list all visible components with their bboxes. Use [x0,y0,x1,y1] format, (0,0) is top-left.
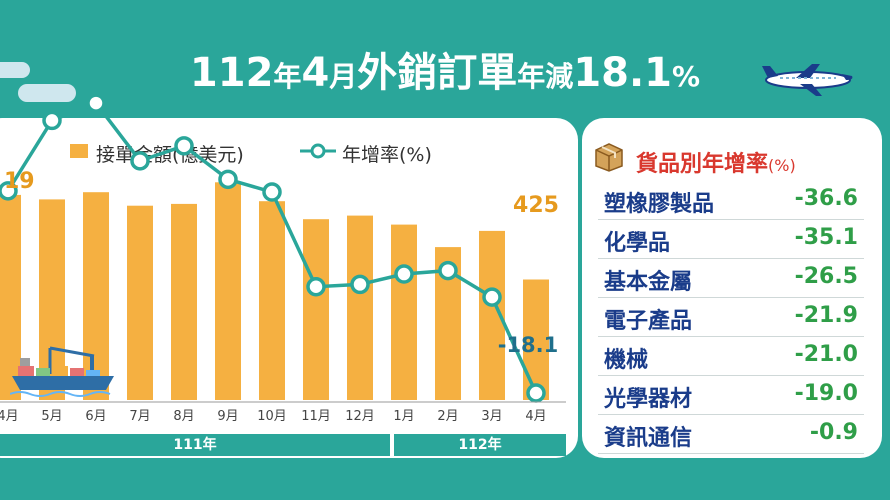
category-row: 塑橡膠製品 -36.6 [598,182,864,220]
combo-chart: 4月 5月 6月 7月 8月 9月 10月 11月 12月 1月 2月 3月 4月 19 425 -18.1 [0,93,566,424]
category-name: 資訊通信 [604,426,693,451]
growth-point [174,136,194,156]
bar [215,182,241,400]
year-band-111: 111年 [0,434,390,456]
legend-line-swatch [300,143,336,159]
x-tick-label: 6月 [85,409,106,424]
bar [0,194,21,400]
title-value: 18.1 [573,50,673,96]
x-tick-label: 3月 [481,409,502,424]
category-growth-value: -26.5 [794,264,858,289]
category-row: 化學品 -35.1 [598,221,864,259]
growth-point [218,169,238,190]
title-year-char: 年 [273,60,302,93]
line-data-label-last: -18.1 [498,333,559,357]
airplane-icon [762,64,853,96]
x-tick-label: 2月 [437,409,458,424]
category-panel-title-text: 貨品別年增率 [636,152,769,177]
category-growth-value: -21.9 [794,303,858,328]
bar [347,215,373,400]
x-tick-label: 4月 [525,409,546,424]
x-tick-label: 9月 [217,409,238,424]
category-panel-title: 貨品別年增率(%) [636,146,796,178]
category-name: 化學品 [604,231,671,256]
legend-line-label: 年增率(%) [342,144,432,166]
category-name: 機械 [604,348,649,373]
title-month-number: 4 [301,50,330,96]
growth-point [0,181,18,201]
growth-point [526,383,546,403]
bar-data-label-last: 425 [513,193,559,218]
growth-point [130,151,150,171]
bar [523,279,549,400]
title-month-char: 月 [329,60,358,93]
bar [83,192,109,400]
bar [259,201,285,400]
category-row: 機械 -21.0 [598,338,864,376]
x-tick-label: 12月 [345,409,375,424]
category-row: 資訊通信 -0.9 [598,416,864,454]
growth-point [262,182,282,202]
category-row: 光學器材 -19.0 [598,377,864,415]
category-growth-value: -21.0 [794,342,858,367]
category-name: 基本金屬 [604,270,693,295]
category-growth-value: -19.0 [794,381,858,406]
x-tick-label: 4月 [0,409,19,424]
growth-point [306,276,326,297]
category-growth-value: -36.6 [794,186,858,211]
category-name: 光學器材 [604,387,693,412]
x-tick-label: 8月 [173,409,194,424]
growth-point [482,287,502,307]
category-growth-value: -0.9 [809,420,858,445]
year-band-112: 112年 [394,434,566,456]
cloud-decoration [0,62,30,78]
category-panel-unit: (%) [768,156,796,175]
category-row: 基本金屬 -26.5 [598,260,864,298]
category-name: 塑橡膠製品 [604,192,715,217]
bar [171,203,197,400]
bar-data-label-first: 19 [4,169,35,194]
page-title: 112年4月外銷訂單年減18.1% [0,40,890,98]
growth-point [86,93,106,113]
x-tick-label: 10月 [257,409,287,424]
x-tick-label: 5月 [41,409,62,424]
title-yoy: 年減 [517,60,574,93]
growth-point [42,110,62,131]
package-box-icon [595,143,623,172]
x-tick-label: 11月 [301,409,331,424]
title-pct: % [672,60,701,93]
category-row: 電子產品 -21.9 [598,299,864,337]
growth-point [394,264,414,284]
category-growth-value: -35.1 [794,225,858,250]
title-main: 外銷訂單 [357,50,518,96]
growth-point [350,274,370,295]
x-tick-label: 1月 [393,409,414,424]
bar [127,205,153,400]
category-name: 電子產品 [604,309,693,334]
growth-point [438,260,458,281]
bar [303,219,329,400]
legend-bar-swatch [70,144,88,158]
cargo-ship-icon [10,346,114,397]
title-year-number: 112 [189,50,274,96]
x-tick-label: 7月 [129,409,150,424]
category-panel [582,118,882,458]
bar [391,224,417,400]
cloud-decoration [18,84,76,102]
